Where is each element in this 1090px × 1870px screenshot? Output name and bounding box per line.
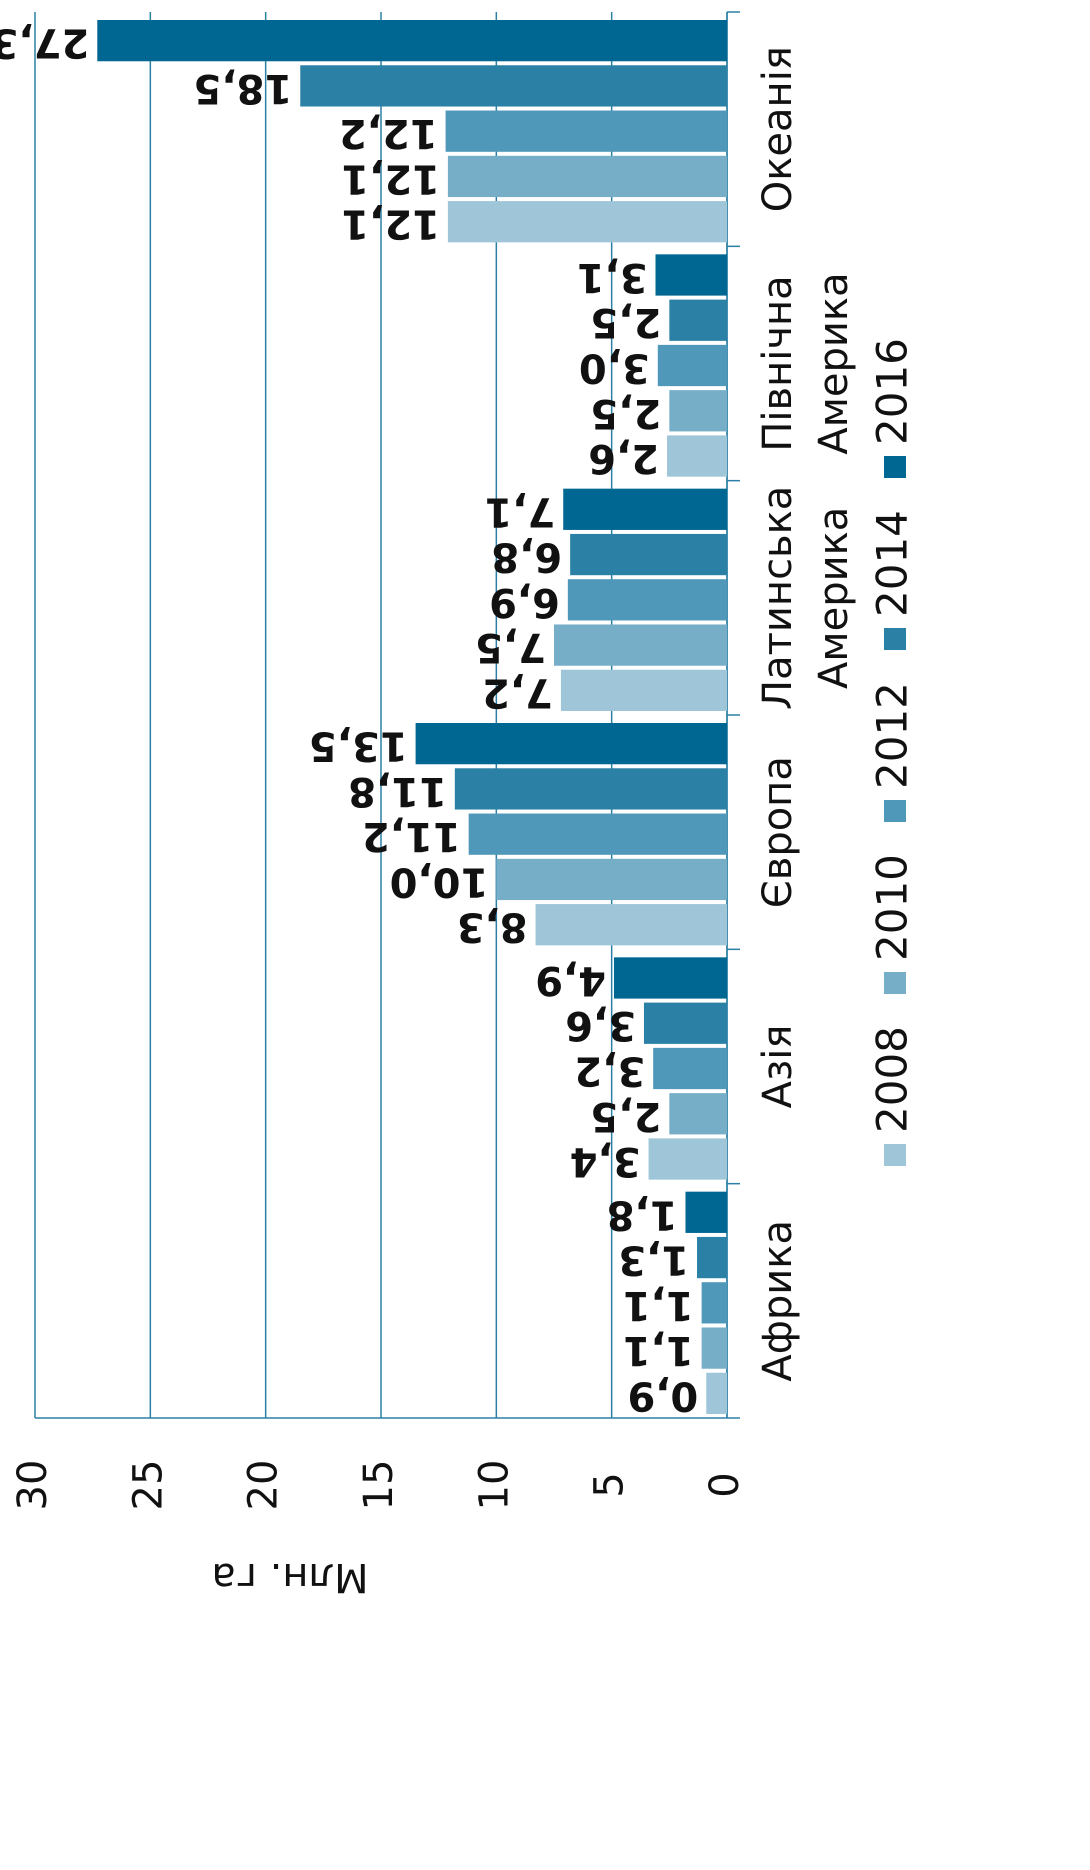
x-tick-label: Латинська Америка <box>755 486 857 710</box>
value-label: 2,6 <box>588 435 659 481</box>
bar <box>300 65 727 107</box>
bar <box>613 957 727 999</box>
legend-swatch <box>884 972 906 994</box>
value-label: 12,1 <box>341 155 440 201</box>
value-label: 0,9 <box>627 1372 698 1418</box>
value-label: 3,2 <box>574 1048 645 1094</box>
value-label: 8,3 <box>457 904 528 950</box>
bar <box>648 1138 727 1180</box>
bar <box>567 579 727 621</box>
bar <box>701 1282 727 1324</box>
value-label: 12,2 <box>339 110 438 156</box>
y-tick-label: 5 <box>587 1472 633 1497</box>
axis-label: Млн. га <box>211 1554 368 1600</box>
bar <box>643 1002 727 1044</box>
value-label: 2,5 <box>590 1093 661 1139</box>
bar <box>706 1372 727 1414</box>
value-label: 3,0 <box>579 345 650 391</box>
y-tick-label: 10 <box>471 1460 517 1511</box>
value-label: 4,9 <box>535 957 606 1003</box>
value-label: 11,8 <box>348 768 447 814</box>
bar <box>669 390 727 432</box>
y-tick-label: 15 <box>356 1460 402 1511</box>
value-label: 7,1 <box>484 488 555 534</box>
x-tick-label: Африка <box>755 1220 801 1382</box>
x-tick-label: Європа <box>755 756 801 908</box>
legend-label: 2010 <box>868 854 917 961</box>
bar <box>560 669 727 711</box>
bar <box>701 1327 727 1369</box>
value-label: 6,9 <box>489 579 560 625</box>
y-tick-label: 0 <box>702 1472 748 1497</box>
value-label: 1,1 <box>623 1282 694 1328</box>
bar <box>655 254 727 296</box>
bar <box>554 624 727 666</box>
value-label: 6,8 <box>491 534 562 580</box>
legend-label: 2016 <box>868 338 917 445</box>
legend-label: 2014 <box>868 510 917 617</box>
value-label: 2,5 <box>590 299 661 345</box>
value-label: 1,3 <box>618 1237 689 1283</box>
bar <box>669 1093 727 1135</box>
bar <box>97 20 727 62</box>
value-label: 1,1 <box>623 1327 694 1373</box>
y-tick-label: 30 <box>10 1460 56 1511</box>
bar <box>468 813 727 855</box>
value-label: 3,4 <box>570 1138 641 1184</box>
value-label: 12,1 <box>341 201 440 247</box>
value-label: 3,1 <box>577 254 648 300</box>
value-label: 7,2 <box>482 669 553 715</box>
legend-swatch <box>884 628 906 650</box>
bar <box>685 1191 727 1233</box>
bar <box>697 1236 727 1279</box>
bar <box>447 201 727 243</box>
bar <box>535 904 727 946</box>
bar <box>496 858 727 901</box>
bar <box>570 533 727 576</box>
value-label: 1,8 <box>607 1191 678 1237</box>
legend-swatch <box>884 1144 906 1166</box>
value-label: 7,5 <box>475 624 546 670</box>
bar <box>653 1047 727 1090</box>
legend-label: 2008 <box>868 1026 917 1133</box>
value-label: 18,5 <box>194 65 293 111</box>
y-tick-label: 25 <box>125 1460 171 1511</box>
legend-swatch <box>884 800 906 822</box>
x-tick-label: Північна Америка <box>755 272 857 454</box>
value-label: 3,6 <box>565 1002 636 1048</box>
bar <box>447 155 727 198</box>
bar <box>445 110 727 152</box>
value-label: 2,5 <box>590 390 661 436</box>
legend-label: 2012 <box>868 682 917 789</box>
value-label: 27,3 <box>0 20 89 66</box>
y-tick-label: 20 <box>241 1460 287 1511</box>
bar <box>657 344 727 387</box>
value-label: 11,2 <box>362 813 461 859</box>
value-label: 10,0 <box>390 858 489 904</box>
bar <box>454 768 727 810</box>
x-tick-label: Азія <box>755 1025 801 1109</box>
bar <box>669 299 727 341</box>
bar <box>415 723 727 765</box>
bar <box>667 435 727 477</box>
legend-swatch <box>884 456 906 478</box>
value-label: 13,5 <box>309 723 408 769</box>
bar <box>563 488 727 530</box>
x-tick-label: Океанія <box>755 46 801 212</box>
